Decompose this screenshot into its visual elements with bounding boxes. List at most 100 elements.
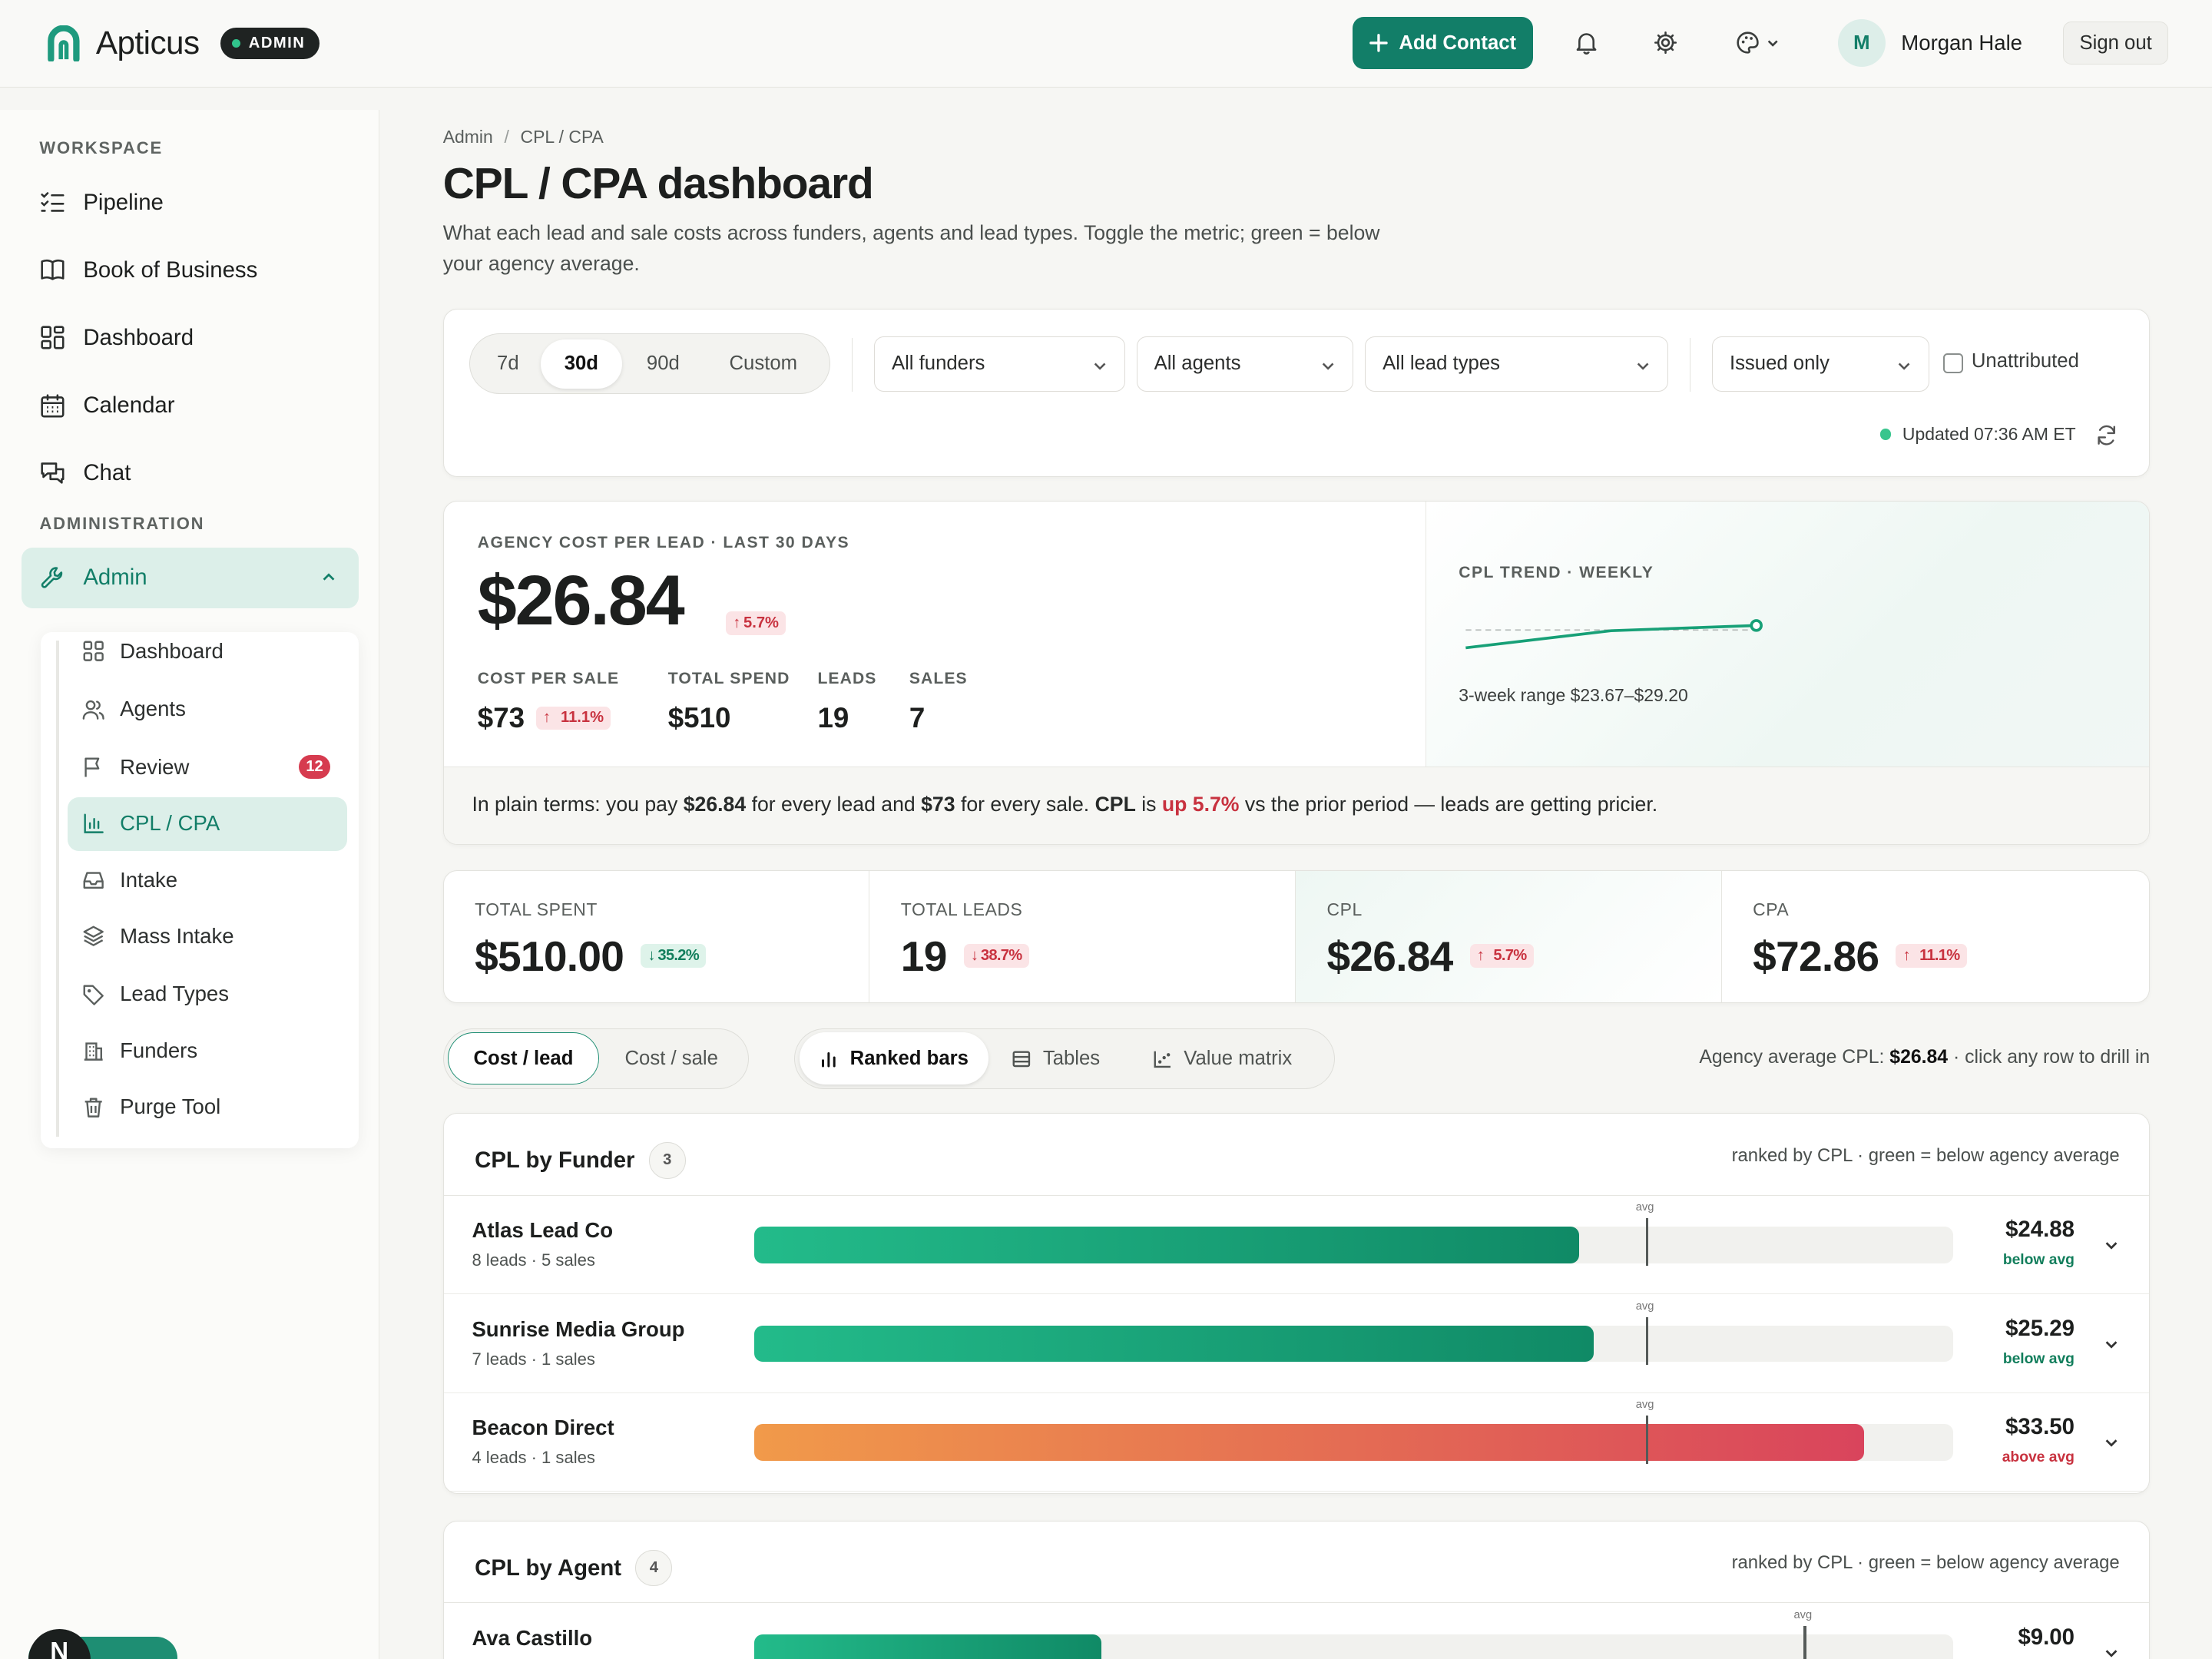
view-ranked-bars[interactable]: Ranked bars [799, 1032, 988, 1085]
stat-label: SALES [909, 669, 968, 687]
cpl-trend-panel: CPL TREND · WEEKLY 3-week range $23.67–$… [1426, 502, 2150, 767]
submenu-item-dashboard[interactable]: Dashboard [82, 639, 224, 664]
row-cpl-value: $25.29 [2005, 1315, 2075, 1341]
sidebar-item-book-of-business[interactable]: Book of Business [39, 257, 257, 283]
sidebar-item-admin[interactable]: Admin [21, 547, 359, 608]
unattributed-checkbox[interactable] [1943, 353, 1963, 373]
sidebar-item-calendar[interactable]: Calendar [39, 392, 175, 419]
row-cpl-value: $33.50 [2005, 1414, 2075, 1440]
submenu-item-intake[interactable]: Intake [82, 868, 177, 892]
submenu-item-cpl-cpa[interactable]: CPL / CPA [82, 811, 220, 836]
issued-select[interactable]: Issued only [1711, 336, 1929, 392]
kpi-label: TOTAL LEADS [900, 899, 1023, 919]
range-30d[interactable]: 30d [540, 339, 623, 389]
submenu-item-label: Mass Intake [120, 924, 234, 949]
avatar[interactable]: M [1837, 18, 1886, 68]
gear-icon[interactable] [1649, 26, 1683, 60]
stat-label: COST PER SALE [477, 669, 620, 687]
cpl-bar-track [753, 1227, 1953, 1263]
average-marker [1645, 1316, 1649, 1366]
chevron-down-icon[interactable] [2103, 1237, 2120, 1253]
date-range-segment: 7d 30d 90d Custom [469, 333, 830, 395]
add-contact-label: Add Contact [1399, 31, 1517, 54]
range-90d[interactable]: 90d [646, 353, 680, 375]
stat-value: 7 [909, 701, 926, 733]
average-marker-label: avg [1635, 1300, 1654, 1313]
stat-cost-per-sale: COST PER SALE $73 ↑ 11.1% [478, 670, 619, 734]
grid-icon [41, 326, 65, 349]
page-title: CPL / CPA dashboard [442, 158, 874, 208]
average-marker [1645, 1218, 1649, 1267]
kpi-label: CPL [1326, 899, 1363, 919]
metric-cost-per-lead[interactable]: Cost / lead [448, 1032, 599, 1085]
refresh-icon[interactable] [2095, 424, 2118, 446]
breadcrumb-item-current: CPL / CPA [520, 127, 604, 147]
inbox-icon [83, 872, 104, 889]
breadcrumb-item-admin[interactable]: Admin [442, 127, 493, 147]
trend-range: 3-week range $23.67–$29.20 [1459, 684, 1688, 705]
book-icon [41, 260, 65, 280]
chevron-down-icon[interactable] [2103, 1434, 2120, 1451]
page-description: What each lead and sale costs across fun… [442, 220, 1380, 276]
view-tables[interactable]: Tables [988, 1032, 1124, 1084]
table-row[interactable]: Sunrise Media Group 7 leads · 1 sales avg $… [443, 1294, 2150, 1393]
view-value-matrix[interactable]: Value matrix [1124, 1032, 1321, 1084]
filter-divider [1689, 337, 1691, 392]
agents-select[interactable]: All agents [1136, 336, 1354, 392]
submenu-item-funders[interactable]: Funders [82, 1038, 198, 1063]
row-name: Beacon Direct [472, 1416, 614, 1440]
theme-picker[interactable] [1729, 26, 1785, 60]
agency-cpl-value: $26.84 [477, 561, 685, 641]
table-icon [1013, 1051, 1031, 1067]
submenu-item-purge-tool[interactable]: Purge Tool [82, 1094, 220, 1119]
submenu-item-mass-intake[interactable]: Mass Intake [82, 924, 234, 949]
arrow-up-icon: ↑ [1476, 947, 1485, 965]
unattributed-label[interactable]: Unattributed [1971, 350, 2079, 373]
cpl-delta-badge: ↑ 5.7% [726, 611, 786, 635]
average-marker [1645, 1416, 1649, 1464]
submenu-item-review[interactable]: Review [82, 755, 189, 780]
funders-select-value: All funders [891, 353, 985, 375]
submenu-active-highlight [68, 796, 347, 851]
metric-cost-per-sale[interactable]: Cost / sale [624, 1047, 718, 1069]
user-name: Morgan Hale [1901, 31, 2023, 55]
count-badge: 3 [648, 1141, 686, 1179]
sidebar-item-pipeline[interactable]: Pipeline [39, 189, 164, 216]
users-icon [82, 700, 104, 720]
cpl-by-agent-card: CPL by Agent 4 ranked by CPL · green = b… [442, 1520, 2151, 1659]
scatter-icon [1154, 1051, 1171, 1068]
chevron-down-icon[interactable] [2103, 1336, 2120, 1353]
submenu-item-lead-types[interactable]: Lead Types [82, 982, 229, 1006]
kpi-total-leads: TOTAL LEADS 19 ↓ 38.7% [869, 871, 1296, 1002]
bell-icon[interactable] [1570, 26, 1604, 60]
arrow-down-icon: ↓ [970, 947, 979, 965]
issued-select-value: Issued only [1729, 353, 1830, 375]
table-row[interactable]: Ava Castillo avg $9.00 [444, 1603, 2149, 1659]
submenu-item-agents[interactable]: Agents [82, 697, 186, 721]
funders-select[interactable]: All funders [873, 336, 1125, 392]
table-row[interactable]: Beacon Direct 4 leads · 1 sales avg $33.50 a… [443, 1393, 2150, 1492]
lead-types-select[interactable]: All lead types [1365, 336, 1668, 392]
range-7d[interactable]: 7d [497, 353, 519, 375]
logo[interactable]: Apticus ADMIN [45, 25, 320, 62]
chevron-down-icon[interactable] [2103, 1644, 2120, 1659]
arrow-up-icon: ↑ [733, 614, 741, 631]
kpi-cpa: CPA $72.86 ↑ 11.1% [1722, 871, 2148, 1002]
add-contact-button[interactable]: Add Contact [1352, 17, 1533, 69]
plain-metric: CPL [1094, 793, 1136, 816]
range-custom[interactable]: Custom [729, 353, 798, 375]
sign-out-button[interactable]: Sign out [2063, 22, 2168, 65]
kpi-value: $72.86 [1753, 932, 1879, 980]
sidebar-item-dashboard[interactable]: Dashboard [39, 324, 194, 351]
plain-text: vs the prior period — leads are getting … [1244, 793, 1658, 816]
row-status-tag: above avg [2002, 1449, 2075, 1466]
plain-cpa: $73 [921, 793, 955, 816]
kpi-delta-value: 5.7% [1493, 947, 1527, 965]
lead-types-select-value: All lead types [1382, 353, 1500, 375]
submenu-item-label: Funders [120, 1038, 198, 1062]
table-row[interactable]: Atlas Lead Co 8 leads · 5 sales avg $24.88 b… [443, 1196, 2150, 1295]
sidebar-item-chat[interactable]: Chat [39, 460, 131, 487]
tag-icon [83, 985, 104, 1005]
average-marker-label: avg [1635, 1201, 1654, 1214]
kpi-label: TOTAL SPENT [475, 899, 598, 919]
